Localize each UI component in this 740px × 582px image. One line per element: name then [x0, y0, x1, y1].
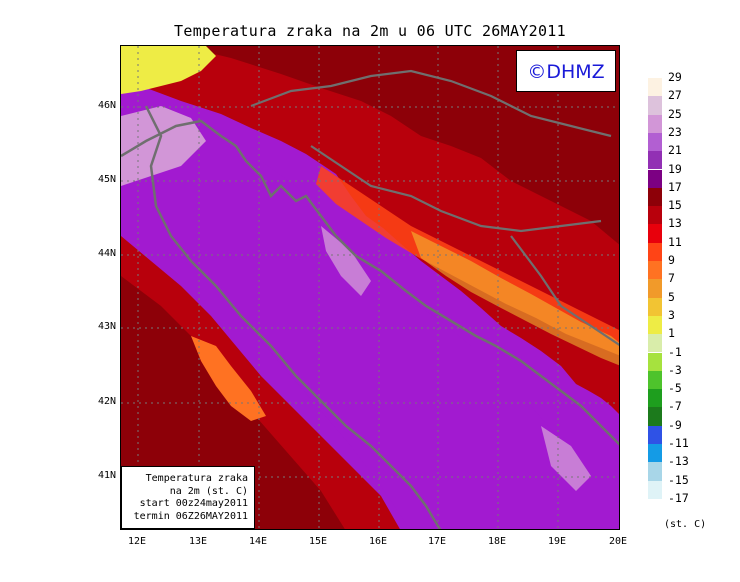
- legend-swatch: [648, 224, 662, 243]
- legend-label: 13: [668, 216, 682, 231]
- legend-label: 17: [668, 179, 682, 194]
- legend-swatch: [648, 462, 662, 481]
- italian-coastline: [144, 105, 442, 529]
- lon-label: 15E: [308, 536, 328, 547]
- legend-label: 1: [668, 326, 675, 341]
- lon-label: 19E: [547, 536, 567, 547]
- lat-label: 42N: [97, 396, 116, 407]
- lon-label: 16E: [368, 536, 388, 547]
- legend-label: 23: [668, 124, 682, 139]
- legend-swatch: [648, 389, 662, 408]
- legend-label: 5: [668, 289, 675, 304]
- legend-label: -15: [668, 472, 689, 487]
- legend-swatch: [648, 315, 662, 335]
- lon-label: 12E: [127, 536, 147, 547]
- info-line-termin: termin 06Z26MAY2011: [133, 510, 248, 522]
- info-line-variable: Temperatura zraka: [145, 473, 248, 484]
- temperature-field: [121, 46, 619, 529]
- info-line-units: na 2m (st. C): [169, 485, 248, 497]
- eastern-adriatic-coastline: [121, 119, 619, 446]
- northern-border: [250, 69, 612, 138]
- lat-label: 45N: [97, 174, 116, 185]
- temperature-map: [120, 45, 620, 530]
- dhmz-logo: ©DHMZ: [516, 50, 616, 92]
- lat-label: 46N: [97, 100, 116, 111]
- legend-swatch: [648, 297, 662, 316]
- bosnia-border: [510, 235, 619, 346]
- legend-label: -5: [668, 381, 682, 396]
- legend-swatch: [648, 480, 662, 499]
- legend-label: 7: [668, 271, 675, 286]
- legend-swatch: [648, 114, 662, 133]
- kvarner-cool-patch: [321, 226, 371, 296]
- legend-swatch: [648, 132, 662, 152]
- legend-swatch: [648, 96, 662, 115]
- legend-label: -17: [668, 490, 689, 505]
- lon-label: 14E: [248, 536, 268, 547]
- lon-label: 18E: [487, 536, 507, 547]
- legend-swatch: [648, 169, 662, 188]
- legend-label: 29: [668, 70, 682, 84]
- legend-label: 19: [668, 161, 682, 176]
- dinaric-hot-spots: [411, 231, 619, 366]
- legend-label: 3: [668, 307, 675, 322]
- legend-label: 25: [668, 106, 682, 121]
- legend-label: -13: [668, 454, 689, 469]
- info-box: Temperatura zraka na 2m (st. C) start 00…: [121, 466, 255, 529]
- legend-label: 9: [668, 253, 675, 267]
- alps-foothills-zone: [121, 46, 216, 94]
- legend-swatch: [648, 279, 662, 298]
- lat-label: 43N: [97, 321, 116, 332]
- lat-label: 44N: [97, 248, 116, 259]
- legend-label: -7: [668, 399, 682, 414]
- legend-label: 15: [668, 198, 682, 213]
- legend-swatch: [648, 444, 662, 463]
- legend-swatch: [648, 261, 662, 280]
- sava-border: [310, 145, 602, 233]
- legend-swatch: [648, 334, 662, 353]
- inland-maroon-zone: [181, 46, 619, 245]
- legend-label: -11: [668, 436, 689, 450]
- legend-swatch: [648, 407, 662, 426]
- legend-swatch: [648, 206, 662, 225]
- po-valley-cool-zone: [121, 106, 206, 186]
- legend-label: -1: [668, 344, 682, 359]
- legend-label: -9: [668, 417, 682, 432]
- lon-label: 20E: [608, 536, 628, 547]
- south-coast-cool-patch: [541, 426, 591, 491]
- legend-label: 21: [668, 143, 682, 158]
- legend-swatch: [648, 78, 662, 97]
- lon-label: 13E: [188, 536, 208, 547]
- lon-label: 17E: [427, 536, 447, 547]
- legend-swatch: [648, 370, 662, 390]
- legend-label: 11: [668, 234, 682, 249]
- legend-swatch: [648, 242, 662, 261]
- map-title: Temperatura zraka na 2m u 06 UTC 26MAY20…: [174, 22, 566, 40]
- legend-units: (st. C): [664, 519, 707, 530]
- adriatic-sea-zone: [141, 156, 619, 529]
- lat-label: 41N: [97, 470, 116, 481]
- legend-swatch: [648, 187, 662, 207]
- legend-label: 27: [668, 88, 682, 103]
- legend-swatch: [648, 151, 662, 170]
- legend-swatch: [648, 352, 662, 371]
- info-line-start: start 00z24may2011: [139, 498, 248, 509]
- italy-hot-spot: [191, 336, 266, 421]
- legend-label: -3: [668, 362, 682, 377]
- legend-swatch: [648, 425, 662, 444]
